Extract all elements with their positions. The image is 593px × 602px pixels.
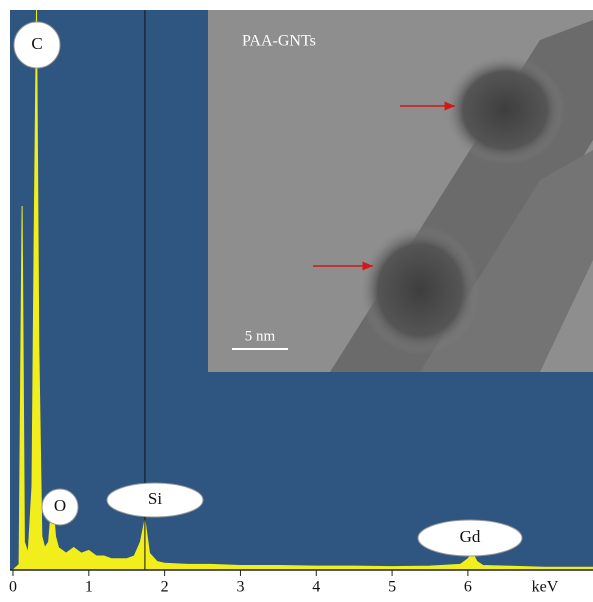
x-tick-label: 1 (85, 579, 93, 596)
x-tick-label: 6 (464, 579, 472, 596)
peak-label: Gd (460, 527, 481, 546)
peak-label: C (31, 34, 42, 53)
scale-bar-label: 5 nm (245, 328, 276, 344)
x-tick-label: 4 (312, 579, 320, 596)
chart: 0 1 2 3 4 5 6 keV PAA-GNTs 5 nm C O Si Gd (0, 0, 593, 602)
peak-label: O (54, 496, 66, 515)
x-tick-label: 0 (9, 579, 17, 596)
inset-image: PAA-GNTs 5 nm (208, 10, 593, 372)
x-tick-label: 5 (388, 579, 396, 596)
x-tick-label: 2 (161, 579, 169, 596)
peak-label: Si (148, 489, 162, 508)
x-axis-label: keV (532, 579, 559, 596)
page: 0123456keV PAA-GNTs 5 nm COSiGd (() => {… (0, 0, 593, 602)
inset-title: PAA-GNTs (242, 33, 316, 50)
x-tick-label: 3 (236, 579, 244, 596)
